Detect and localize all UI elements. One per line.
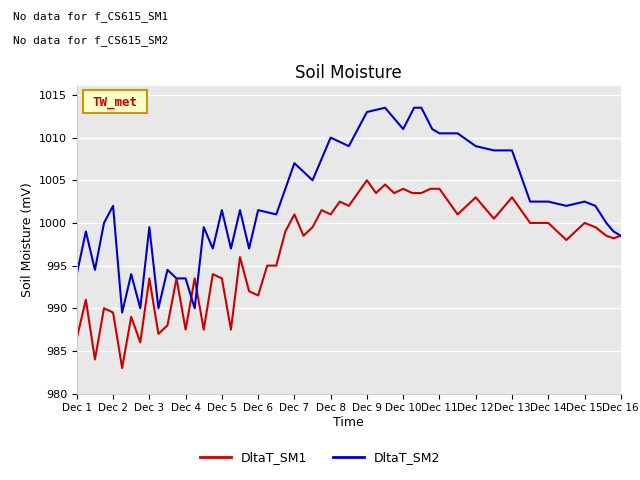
DltaT_SM1: [617, 233, 625, 239]
DltaT_SM2: [291, 160, 298, 166]
DltaT_SM2: [209, 246, 216, 252]
DltaT_SM2: [100, 220, 108, 226]
DltaT_SM2: [428, 126, 436, 132]
DltaT_SM1: [399, 186, 407, 192]
DltaT_SM2: [508, 147, 516, 153]
DltaT_SM2: [191, 305, 198, 311]
DltaT_SM2: [154, 305, 162, 311]
DltaT_SM2: [218, 207, 226, 213]
DltaT_SM1: [209, 271, 216, 277]
Y-axis label: Soil Moisture (mV): Soil Moisture (mV): [20, 182, 33, 298]
DltaT_SM2: [436, 131, 444, 136]
DltaT_SM2: [410, 105, 418, 110]
DltaT_SM2: [118, 310, 126, 315]
DltaT_SM2: [327, 135, 335, 141]
DltaT_SM1: [472, 194, 479, 200]
DltaT_SM2: [580, 199, 588, 204]
Text: No data for f_CS615_SM1: No data for f_CS615_SM1: [13, 11, 168, 22]
DltaT_SM2: [127, 271, 135, 277]
Text: No data for f_CS615_SM2: No data for f_CS615_SM2: [13, 35, 168, 46]
DltaT_SM1: [363, 178, 371, 183]
DltaT_SM2: [73, 271, 81, 277]
DltaT_SM2: [236, 207, 244, 213]
DltaT_SM2: [273, 212, 280, 217]
DltaT_SM2: [91, 267, 99, 273]
X-axis label: Time: Time: [333, 416, 364, 429]
Text: TW_met: TW_met: [93, 96, 138, 109]
DltaT_SM1: [354, 190, 362, 196]
DltaT_SM2: [308, 178, 316, 183]
DltaT_SM1: [118, 365, 126, 371]
DltaT_SM2: [254, 207, 262, 213]
DltaT_SM2: [82, 228, 90, 234]
DltaT_SM1: [372, 190, 380, 196]
DltaT_SM1: [390, 190, 398, 196]
DltaT_SM2: [454, 131, 461, 136]
DltaT_SM2: [145, 224, 153, 230]
DltaT_SM2: [447, 131, 454, 136]
DltaT_SM2: [591, 203, 599, 209]
DltaT_SM2: [245, 246, 253, 252]
DltaT_SM2: [164, 267, 172, 273]
DltaT_SM2: [173, 276, 180, 281]
DltaT_SM2: [472, 143, 479, 149]
DltaT_SM2: [545, 199, 552, 204]
DltaT_SM2: [417, 105, 425, 110]
DltaT_SM2: [200, 224, 207, 230]
DltaT_SM2: [182, 276, 189, 281]
DltaT_SM2: [227, 246, 235, 252]
DltaT_SM2: [602, 220, 610, 226]
Legend: DltaT_SM1, DltaT_SM2: DltaT_SM1, DltaT_SM2: [195, 446, 445, 469]
DltaT_SM2: [109, 203, 117, 209]
DltaT_SM1: [73, 335, 81, 341]
DltaT_SM2: [526, 199, 534, 204]
DltaT_SM2: [399, 126, 407, 132]
Title: Soil Moisture: Soil Moisture: [296, 64, 402, 82]
DltaT_SM2: [136, 305, 144, 311]
DltaT_SM2: [381, 105, 389, 110]
DltaT_SM2: [563, 203, 570, 209]
Line: DltaT_SM2: DltaT_SM2: [77, 108, 621, 312]
DltaT_SM2: [363, 109, 371, 115]
DltaT_SM2: [490, 147, 498, 153]
DltaT_SM2: [610, 228, 618, 234]
DltaT_SM2: [617, 233, 625, 239]
DltaT_SM2: [345, 143, 353, 149]
Line: DltaT_SM1: DltaT_SM1: [77, 180, 621, 368]
